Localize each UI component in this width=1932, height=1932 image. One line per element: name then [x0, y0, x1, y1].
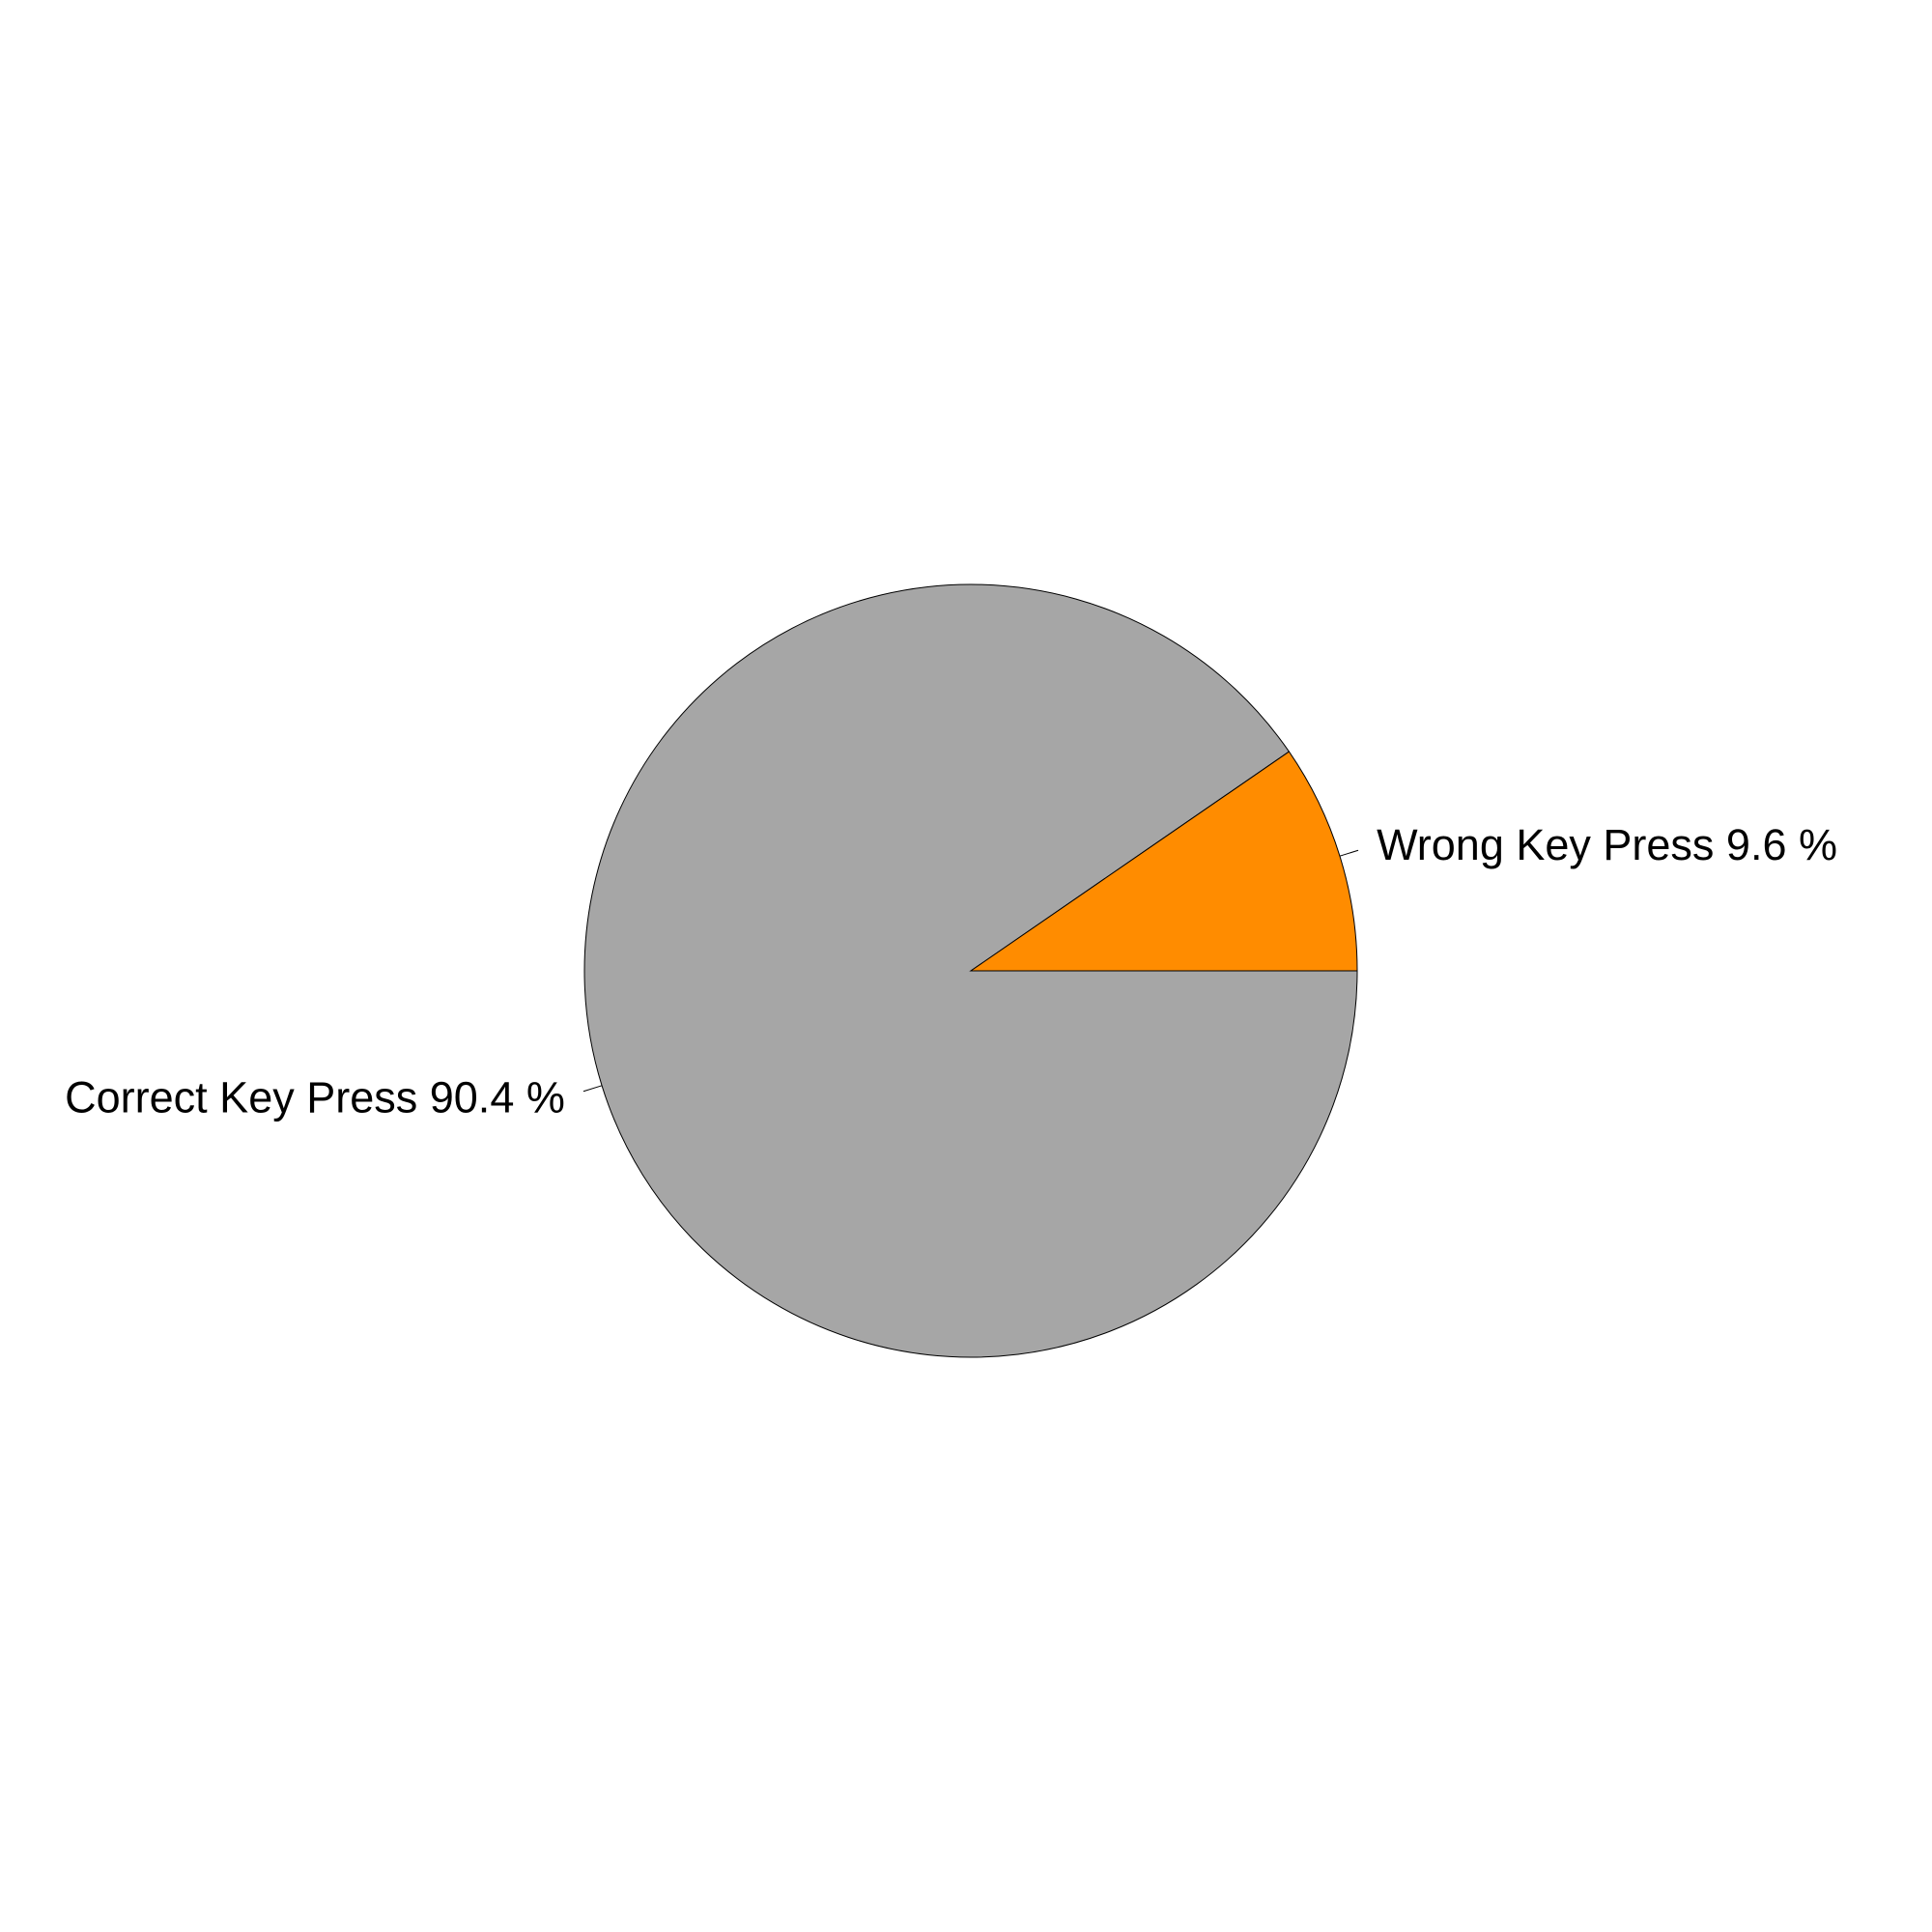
label-ticks: [582, 849, 1359, 1093]
pie-slice-wrong-key-press: [969, 751, 1358, 972]
slice-labels: Correct Key Press 90.4 % Wrong Key Press …: [65, 820, 1837, 1122]
label-tick-0: [582, 1085, 603, 1093]
slice-label-0: Correct Key Press 90.4 %: [65, 1072, 565, 1122]
pie-slices: [583, 583, 1358, 1358]
label-tick-1: [1339, 849, 1359, 857]
slice-label-1: Wrong Key Press 9.6 %: [1377, 820, 1837, 869]
